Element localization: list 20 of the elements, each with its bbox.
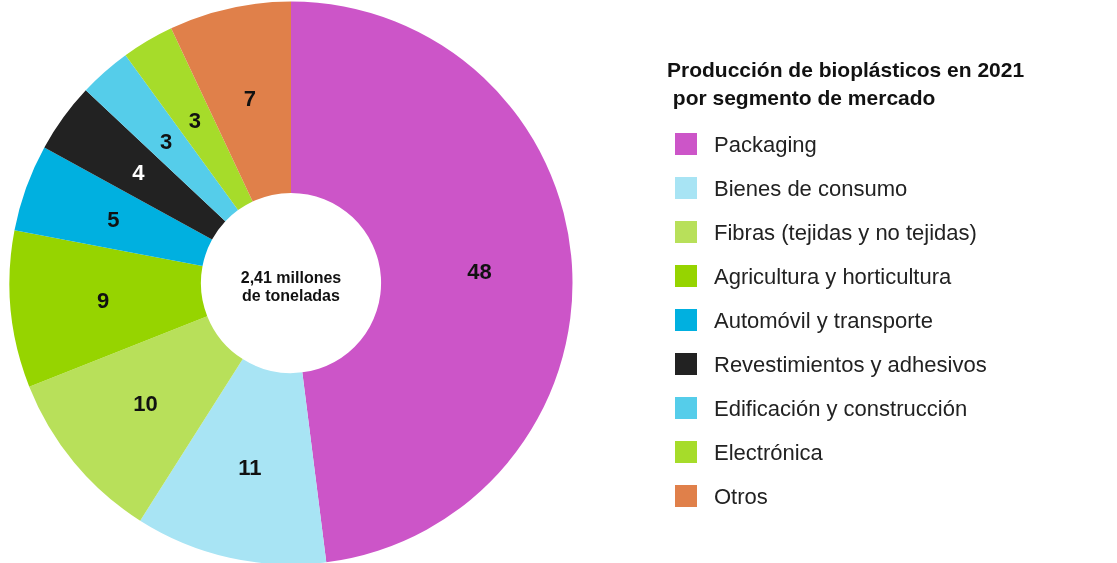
data-label: 9 (96, 288, 110, 314)
text: Producción de bioplásticos en 2021 por segmento de mercado (667, 57, 1025, 109)
data-label: 3 (188, 108, 202, 133)
legend-label: Revestimientos y adhesivos (714, 351, 987, 377)
data-label: 10 (133, 390, 158, 416)
legend-label: Electrónica (714, 439, 824, 465)
legend-label: Fibras (tejidas y no tejidas) (714, 219, 977, 245)
legend-label: Packaging (714, 131, 817, 157)
legend-label: Automóvil y transporte (714, 307, 933, 333)
data-label: 4 (132, 159, 146, 185)
text: 2,41 millones de toneladas (240, 268, 342, 304)
data-label: 48 (467, 258, 492, 284)
legend-label: Otros (714, 483, 768, 509)
data-label: 11 (238, 454, 262, 480)
legend-label: Agricultura y horticultura (714, 263, 952, 289)
legend-label: Edificación y construcción (714, 395, 968, 421)
data-label: 7 (243, 86, 256, 112)
legend-label: Bienes de consumo (714, 175, 908, 201)
data-label: 3 (160, 128, 173, 154)
data-label: 5 (107, 206, 120, 232)
